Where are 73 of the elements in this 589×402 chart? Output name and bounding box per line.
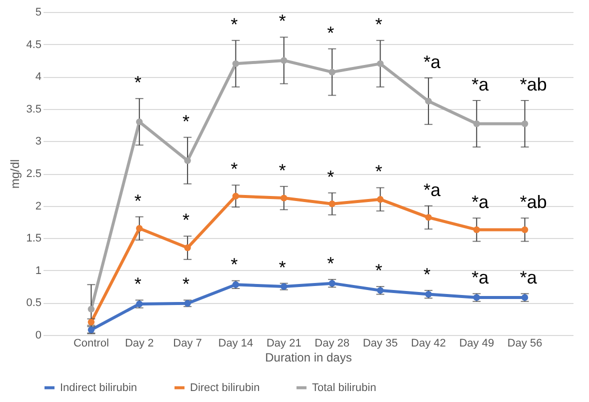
annotation: * [375,162,382,182]
annotation: * [230,159,238,180]
annotation: * [327,166,334,187]
annotation: *a [472,268,490,288]
y-tick-label: 1 [35,264,42,277]
point [280,194,288,202]
y-tick-label: 4.5 [26,38,42,51]
annotation: *a [520,268,538,288]
y-tick-label: 3 [35,136,42,148]
point [328,200,336,208]
y-tick-label: 3.5 [26,103,42,116]
annotation: * [182,210,190,230]
x-tick-label: Control [73,338,109,350]
y-axis-title: mg/dl [8,159,22,189]
y-tick-label: 2.5 [26,168,42,180]
annotation: * [134,190,142,211]
annotation: * [278,11,286,32]
x-tick-label: Day 42 [411,338,446,350]
y-tick-label: 5 [35,6,42,18]
point [88,318,95,326]
point [184,244,191,252]
annotation: * [278,160,286,180]
annotation: * [327,22,334,43]
annotation: * [230,254,238,275]
annotation: *a [423,52,442,72]
y-tick-label: 1.5 [26,232,42,245]
point [328,68,336,76]
legend-label: Direct bilirubin [190,382,260,394]
annotation: * [182,274,190,294]
annotation: * [182,111,190,132]
point [376,196,384,203]
annotation: * [375,260,382,281]
point [136,118,143,126]
annotation: * [134,72,142,93]
x-tick-label: Day 2 [124,338,154,350]
y-tick-label: 2 [35,200,42,212]
legend-label: Total bilirubin [312,382,376,394]
annotation: * [327,253,334,274]
x-tick-label: Day 21 [266,338,302,350]
legend-label: Indirect bilirubin [60,382,138,394]
annotation: *ab [520,192,547,212]
x-tick-label: Day 7 [173,338,202,350]
point [184,157,191,164]
annotation: * [134,274,142,294]
point [473,120,480,128]
point [425,214,432,221]
point [88,306,95,313]
x-tick-label: Day 14 [218,338,254,350]
point [521,226,528,234]
x-tick-label: Day 35 [362,338,398,350]
annotation: * [423,264,430,284]
point [376,60,384,68]
y-tick-label: 0 [35,330,42,342]
annotation: *a [423,180,442,200]
annotation: *a [472,74,490,94]
annotation: * [230,14,238,34]
point [232,192,240,200]
y-tick-label: 4 [35,71,42,84]
y-tick-label: 0.5 [26,297,42,310]
point [521,120,528,128]
x-axis-title: Duration in days [265,350,352,364]
point [280,57,288,64]
annotation: *a [472,192,490,212]
point [473,226,480,234]
annotation: * [375,14,382,34]
annotation: *ab [520,74,547,94]
point [232,60,240,68]
annotation: * [278,257,286,278]
x-tick-label: Day 28 [314,338,350,350]
x-tick-label: Day 56 [507,338,542,350]
point [136,225,143,232]
point [425,98,432,104]
x-tick-label: Day 49 [459,338,494,350]
